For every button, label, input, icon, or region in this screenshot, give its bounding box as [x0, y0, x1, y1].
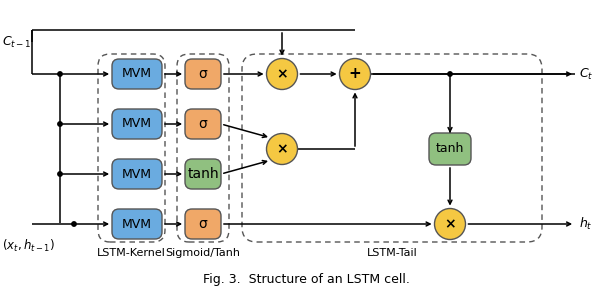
Text: ×: × — [276, 142, 288, 156]
Text: σ: σ — [199, 67, 207, 81]
Text: MVM: MVM — [122, 117, 152, 131]
Text: Sigmoid/Tanh: Sigmoid/Tanh — [165, 248, 241, 258]
FancyBboxPatch shape — [185, 109, 221, 139]
Circle shape — [448, 72, 452, 76]
Text: ×: × — [276, 67, 288, 81]
FancyBboxPatch shape — [112, 159, 162, 189]
Circle shape — [266, 133, 297, 164]
FancyBboxPatch shape — [112, 59, 162, 89]
Text: +: + — [349, 67, 361, 81]
Circle shape — [435, 208, 466, 239]
FancyBboxPatch shape — [185, 159, 221, 189]
Circle shape — [340, 58, 370, 90]
Text: $h_t$: $h_t$ — [579, 216, 592, 232]
Text: tanh: tanh — [187, 167, 219, 181]
Circle shape — [58, 122, 62, 126]
Text: LSTM-Kernel: LSTM-Kernel — [97, 248, 166, 258]
Circle shape — [266, 58, 297, 90]
Text: ×: × — [444, 217, 456, 231]
Text: MVM: MVM — [122, 67, 152, 81]
FancyBboxPatch shape — [112, 209, 162, 239]
Text: σ: σ — [199, 217, 207, 231]
FancyBboxPatch shape — [185, 59, 221, 89]
FancyBboxPatch shape — [185, 209, 221, 239]
Circle shape — [58, 172, 62, 176]
FancyBboxPatch shape — [429, 133, 471, 165]
Text: MVM: MVM — [122, 168, 152, 180]
Text: MVM: MVM — [122, 218, 152, 230]
FancyBboxPatch shape — [112, 109, 162, 139]
Circle shape — [72, 222, 76, 226]
Text: tanh: tanh — [436, 142, 464, 156]
Text: $C_{t-1}$: $C_{t-1}$ — [2, 34, 32, 50]
Text: σ: σ — [199, 117, 207, 131]
Text: Fig. 3.  Structure of an LSTM cell.: Fig. 3. Structure of an LSTM cell. — [203, 274, 409, 286]
Text: $(x_t,h_{t-1})$: $(x_t,h_{t-1})$ — [2, 238, 55, 254]
Text: LSTM-Tail: LSTM-Tail — [367, 248, 417, 258]
Text: $C_t$: $C_t$ — [579, 67, 594, 81]
Circle shape — [58, 72, 62, 76]
